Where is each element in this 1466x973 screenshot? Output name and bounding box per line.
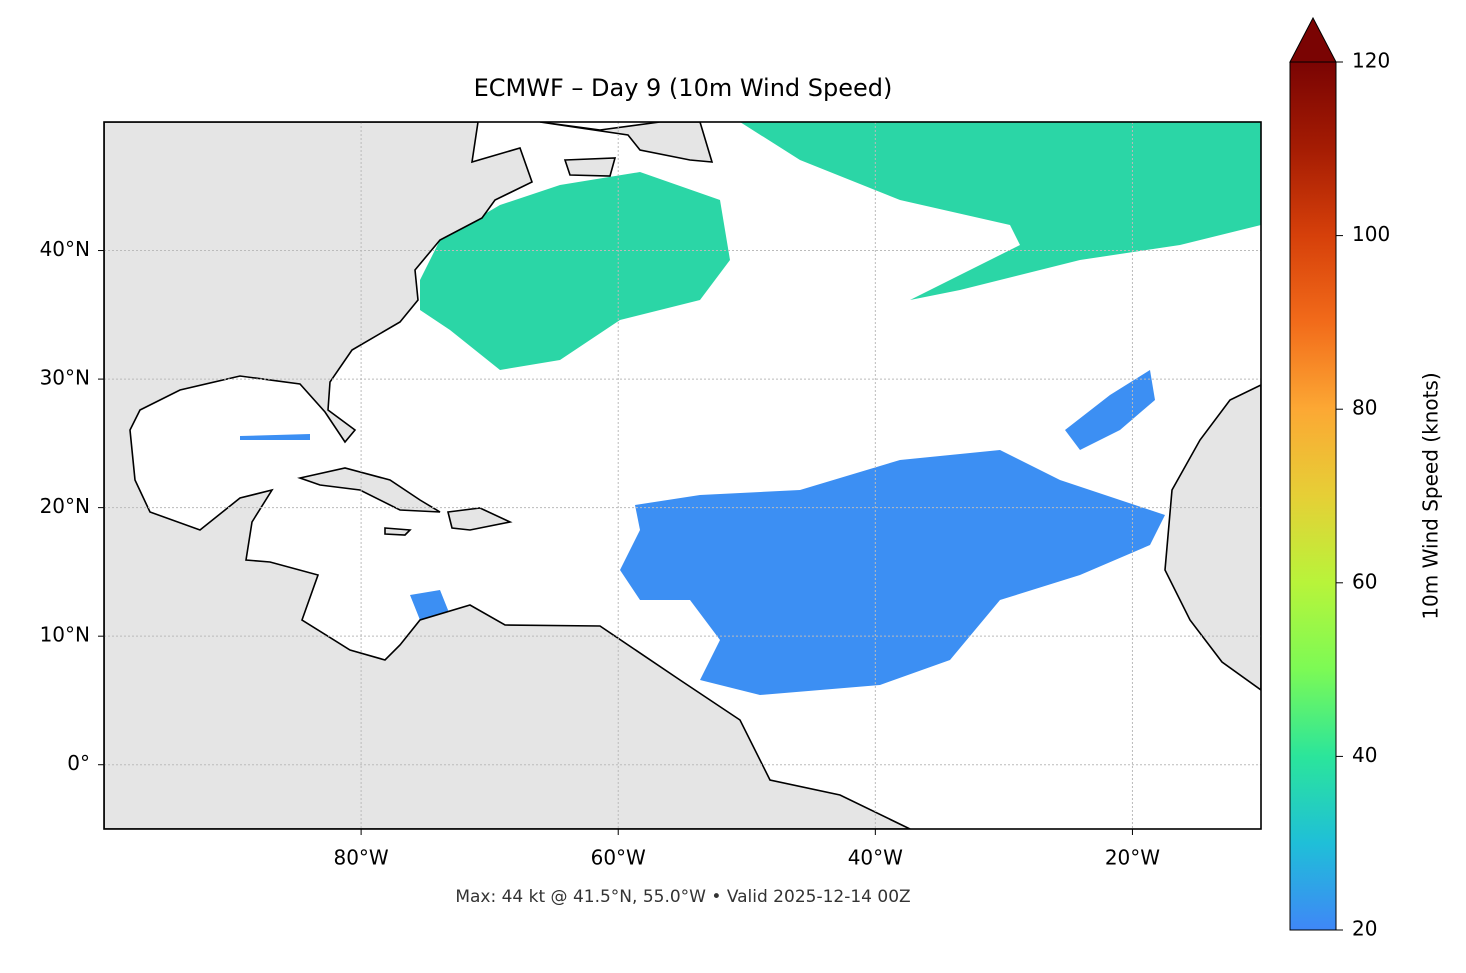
colorbar-tick-label: 120	[1352, 49, 1390, 73]
y-tick-label: 10°N	[40, 623, 90, 647]
x-tick-label: 60°W	[591, 846, 646, 870]
colorbar-tick-label: 40	[1352, 743, 1377, 767]
y-tick-label: 40°N	[40, 237, 90, 261]
x-tick-label: 20°W	[1105, 846, 1160, 870]
hispaniola	[447, 507, 513, 531]
jamaica	[384, 527, 412, 536]
colorbar-tick-label: 20	[1352, 917, 1377, 941]
americas	[104, 122, 911, 829]
y-tick-label: 0°	[67, 751, 90, 775]
colorbar-tick-label: 100	[1352, 222, 1390, 246]
map-area	[104, 122, 1261, 829]
canada-east	[539, 122, 714, 163]
colorbar-extend	[1289, 16, 1337, 63]
colorbar-tick-label: 80	[1352, 396, 1377, 420]
grid	[104, 122, 1261, 829]
colorbar-tick-label: 60	[1352, 569, 1377, 593]
x-tick-label: 40°W	[848, 846, 903, 870]
wind-area	[420, 172, 730, 370]
land	[104, 122, 1261, 829]
y-tick-label: 30°N	[40, 366, 90, 390]
title: ECMWF – Day 9 (10m Wind Speed)	[474, 74, 893, 102]
africa	[1164, 384, 1261, 691]
map-frame	[103, 121, 1262, 830]
colorbar-label: 10m Wind Speed (knots)	[1419, 372, 1443, 619]
wind-field	[150, 122, 1261, 695]
y-tick-label: 20°N	[40, 494, 90, 518]
wind-area	[740, 122, 1261, 300]
island	[563, 157, 617, 177]
x-tick-label: 80°W	[333, 846, 388, 870]
colorbar	[1289, 61, 1337, 931]
cuba	[297, 467, 441, 513]
footer: Max: 44 kt @ 41.5°N, 55.0°W • Valid 2025…	[455, 887, 910, 907]
wind-area	[410, 590, 450, 620]
wind-area	[240, 434, 310, 440]
wind-area	[620, 450, 1165, 695]
